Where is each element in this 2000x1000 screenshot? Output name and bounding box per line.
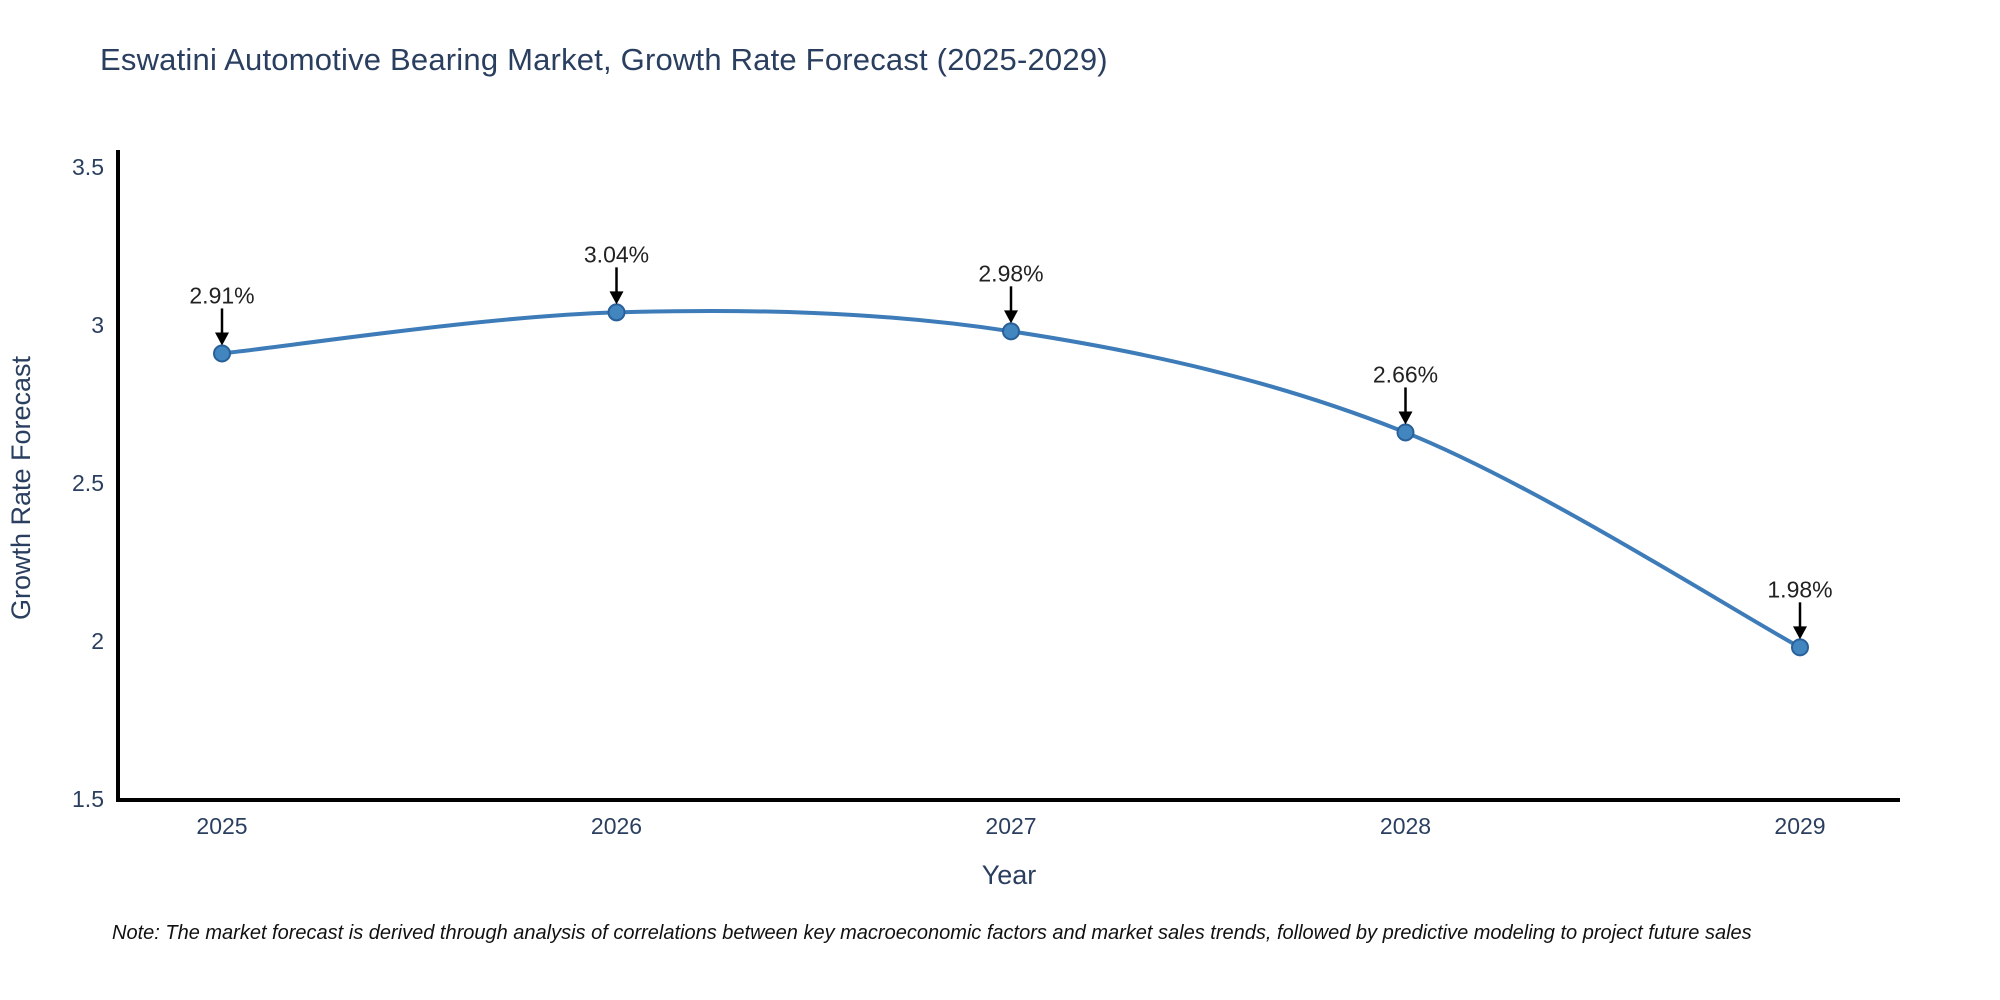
x-tick-label: 2029 [1774,813,1825,839]
x-tick-label: 2027 [985,813,1036,839]
point-value-label: 1.98% [1767,576,1832,602]
annotation-arrow-head [1398,411,1413,425]
y-tick-label: 2.5 [72,470,104,496]
y-tick-label: 1.5 [72,786,104,812]
data-point-2027[interactable] [1002,322,1020,341]
point-value-label: 3.04% [584,241,649,267]
forecast-curve [220,308,1802,650]
data-point-2028[interactable] [1396,423,1415,442]
point-value-label: 2.91% [189,282,254,308]
annotation-arrow-head [215,332,229,346]
footnote: Note: The market forecast is derived thr… [112,922,1752,944]
data-point-2029[interactable] [1791,638,1809,657]
data-point-2026[interactable] [607,303,626,322]
point-value-label: 2.98% [978,260,1043,286]
y-tick-label: 3 [91,312,104,338]
annotation-arrow-head [1793,626,1807,640]
y-axis-title: Growth Rate Forecast [6,355,36,620]
x-tick-label: 2025 [196,813,247,839]
data-point-2025[interactable] [213,344,231,363]
x-tick-label: 2026 [591,813,642,839]
annotation-arrow-head [1004,310,1018,324]
annotation-arrow-head [609,291,624,305]
x-axis-title: Year [982,860,1037,890]
y-tick-label: 3.5 [72,154,104,180]
point-value-label: 2.66% [1373,361,1438,387]
chart-title: Eswatini Automotive Bearing Market, Grow… [100,42,1108,77]
x-tick-label: 2028 [1380,813,1431,839]
y-tick-label: 2 [91,628,104,654]
